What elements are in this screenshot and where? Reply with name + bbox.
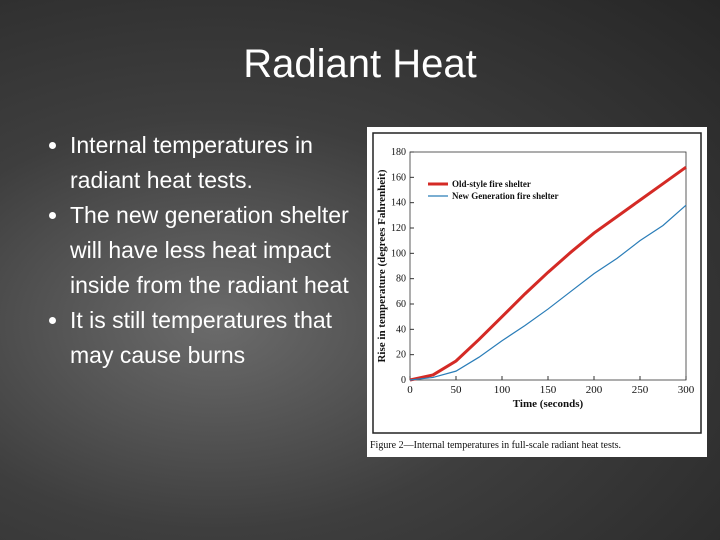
chart: 0 20 40 60 80 100 120 140 160 180 0 50 100 150 200 250 3… xyxy=(367,127,707,457)
series-line xyxy=(409,165,687,382)
y-tick-label: 60 xyxy=(396,299,406,310)
legend-label: Old-style fire shelter xyxy=(452,179,531,189)
chart-panel xyxy=(367,127,707,457)
y-tick-label: 120 xyxy=(391,223,406,234)
y-tick-label: 20 xyxy=(396,350,406,361)
x-tick-label: 300 xyxy=(678,384,695,396)
bullet-list: Internal temperatures in radiant heat te… xyxy=(40,128,370,373)
y-tick-label: 180 xyxy=(391,147,406,158)
x-tick-label: 50 xyxy=(451,384,463,396)
x-axis-label: Time (seconds) xyxy=(513,398,584,410)
y-tick-label: 0 xyxy=(401,375,406,386)
figure-caption: Figure 2—Internal temperatures in full-s… xyxy=(370,440,621,451)
figure-frame xyxy=(372,132,702,434)
slide-title: Radiant Heat xyxy=(243,42,477,86)
x-tick-label: 150 xyxy=(540,384,557,396)
y-tick-label: 40 xyxy=(396,324,406,335)
y-tick-label: 100 xyxy=(391,248,406,259)
bullet: The new generation shelter will have les… xyxy=(70,198,370,303)
bullet: Internal temperatures in radiant heat te… xyxy=(70,128,370,198)
bullet: It is still temperatures that may cause … xyxy=(70,303,370,373)
x-tick-label: 200 xyxy=(586,384,603,396)
series-line xyxy=(409,204,687,381)
y-tick-label: 160 xyxy=(391,172,406,183)
y-tick-label: 140 xyxy=(391,198,406,209)
legend-label: New Generation fire shelter xyxy=(452,191,559,201)
x-tick-label: 0 xyxy=(407,384,413,396)
y-tick-label: 80 xyxy=(396,274,406,285)
x-tick-label: 100 xyxy=(494,384,511,396)
x-tick-label: 250 xyxy=(632,384,649,396)
y-axis-label: Rise in temperature (degrees Fahrenheit) xyxy=(376,169,388,362)
